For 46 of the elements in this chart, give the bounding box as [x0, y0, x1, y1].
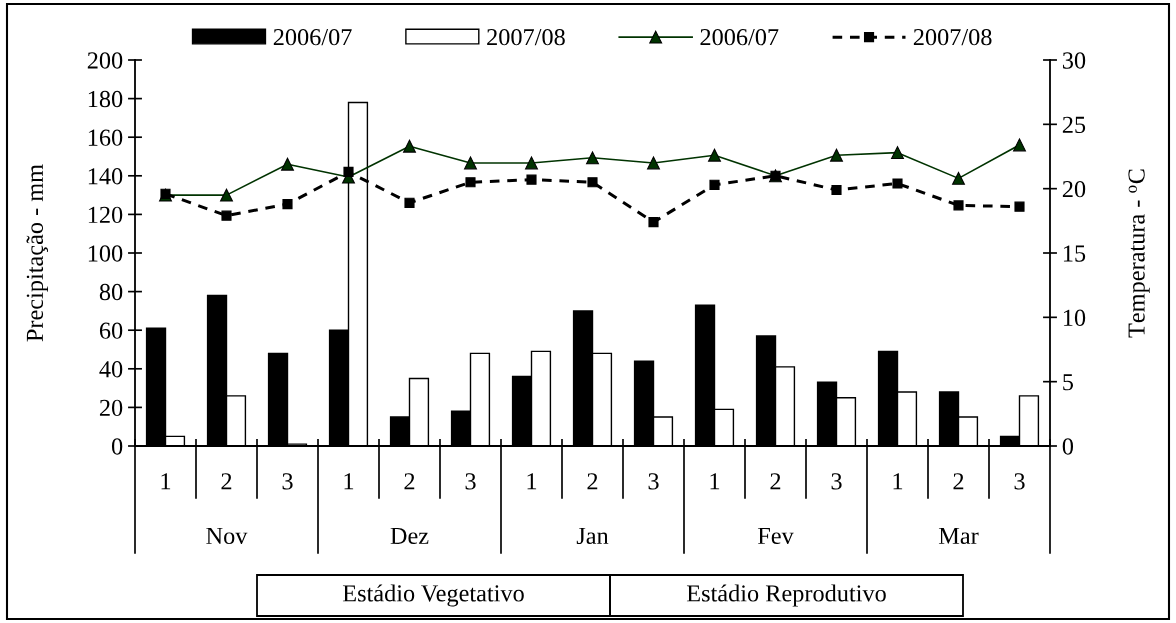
y-tick-label: 160	[88, 129, 123, 146]
y2-tick-label: 20	[1062, 180, 1086, 198]
x-tick-label: 2	[404, 473, 415, 490]
x-tick-label: 3	[831, 473, 842, 490]
y-tick-label: 0	[111, 438, 123, 455]
y-tick-label: 200	[87, 52, 123, 69]
y2-tick-label: 25	[1062, 116, 1086, 134]
text: Mar	[938, 527, 979, 545]
y2-tick-label: 30	[1062, 52, 1086, 69]
x-tick-label: 3	[465, 473, 476, 490]
legend-label: 2006/07	[700, 28, 779, 46]
y2-tick-label: 15	[1063, 245, 1086, 262]
text: Nov	[206, 527, 248, 545]
y-tick-label: 140	[88, 168, 123, 185]
y2-tick-label: 10	[1063, 309, 1086, 327]
x-tick-label: 1	[344, 473, 354, 490]
x-tick-label: 2	[221, 473, 232, 490]
y2-axis-title: Temperatura - $^{o}$C	[1128, 169, 1150, 338]
y-tick-label: 100	[88, 245, 123, 262]
y-tick-label: 180	[88, 90, 123, 108]
y2-tick-label: 0	[1062, 438, 1074, 455]
x-tick-label: 1	[527, 473, 537, 490]
text: Jan	[576, 527, 609, 545]
x-tick-label: 3	[648, 473, 659, 490]
y2-tick-label: 5	[1063, 374, 1074, 391]
y-tick-label: 40	[99, 361, 123, 378]
x-tick-label: 1	[161, 473, 171, 490]
legend-label: 2007/08	[487, 28, 565, 46]
y-tick-label: 80	[99, 283, 123, 301]
x-tick-label: 1	[710, 473, 720, 490]
y-tick-label: 60	[99, 322, 123, 339]
legend-label: 2006/07	[273, 28, 352, 46]
x-tick-label: 2	[770, 473, 781, 490]
y-tick-label: 20	[99, 399, 123, 417]
x-tick-label: 3	[1014, 473, 1025, 490]
legend-label: 2007/08	[913, 28, 992, 46]
text: Estádio Vegetativo	[342, 584, 524, 607]
x-tick-label: 1	[893, 473, 903, 490]
text: Estádio Reprodutivo	[686, 584, 886, 607]
x-tick-label: 3	[282, 473, 293, 490]
x-tick-label: 2	[587, 473, 598, 490]
y-axis-title: Precipitação - mm	[26, 164, 48, 342]
y-tick-label: 120	[88, 206, 123, 224]
x-tick-label: 2	[953, 473, 964, 490]
text: Dez	[390, 527, 429, 545]
text: Fev	[757, 527, 794, 545]
